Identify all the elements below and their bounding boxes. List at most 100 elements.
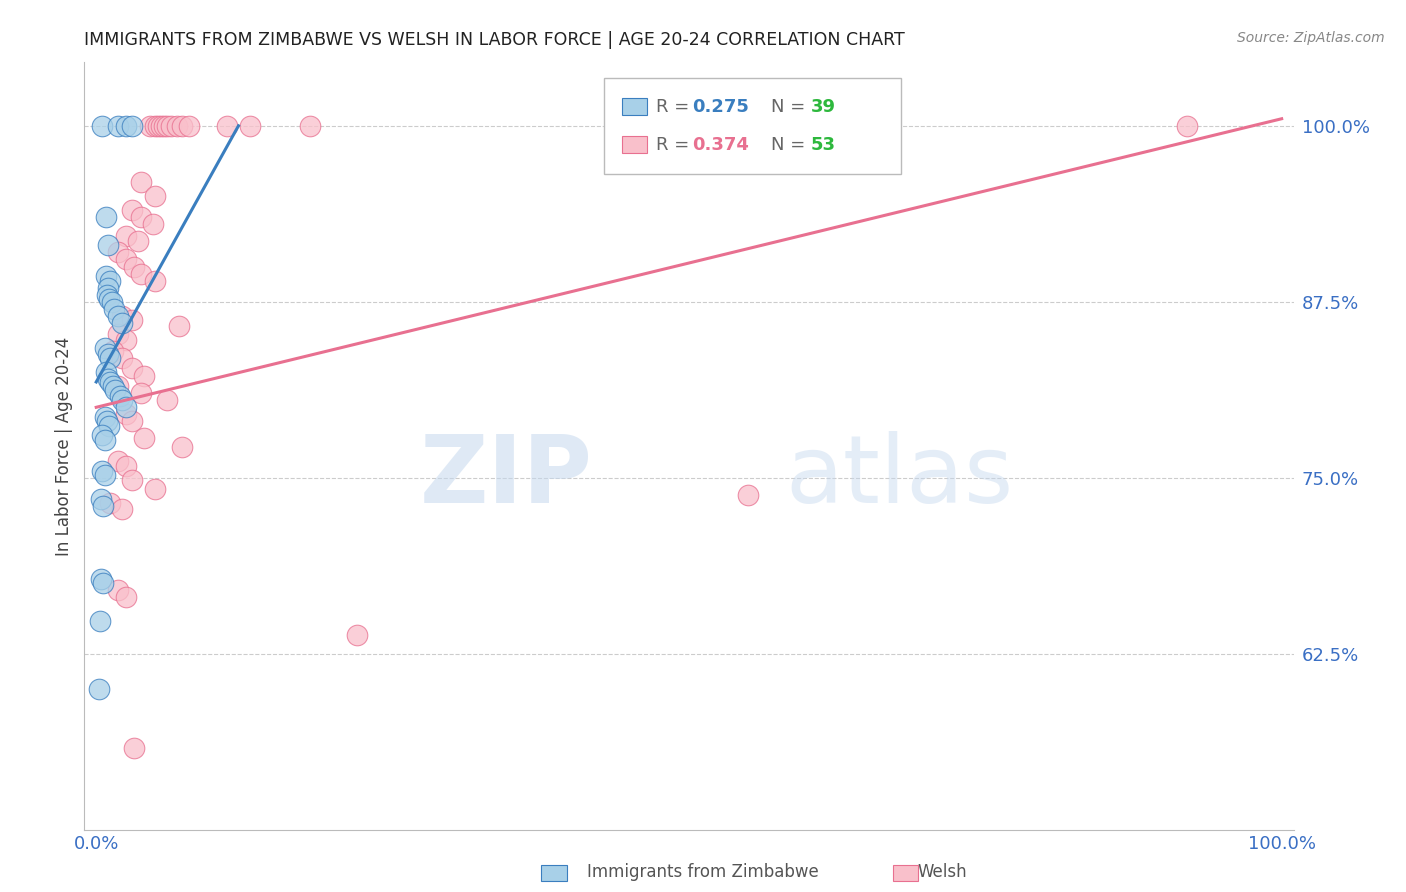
Point — [89, 614, 111, 628]
Point — [121, 119, 143, 133]
Point — [129, 211, 152, 225]
Point — [132, 369, 155, 384]
Point — [115, 401, 138, 415]
Text: Immigrants from Zimbabwe: Immigrants from Zimbabwe — [588, 863, 818, 881]
Point — [138, 119, 160, 133]
Point — [107, 379, 129, 393]
Point — [107, 583, 129, 598]
Point — [97, 347, 120, 361]
Point — [96, 287, 118, 301]
Point — [103, 301, 125, 316]
Point — [111, 393, 134, 408]
Text: 39: 39 — [811, 98, 837, 116]
Point — [111, 316, 134, 330]
Point — [152, 119, 174, 133]
Point — [100, 274, 122, 288]
Point — [121, 313, 143, 327]
Point — [104, 384, 127, 398]
Point — [100, 294, 122, 309]
Point — [170, 119, 193, 133]
Point — [91, 428, 114, 442]
Point — [107, 454, 129, 468]
Point — [298, 119, 321, 133]
Point — [98, 418, 121, 433]
Point — [177, 119, 200, 133]
Point — [107, 245, 129, 260]
Point — [94, 269, 117, 284]
FancyBboxPatch shape — [623, 136, 647, 153]
Point — [93, 410, 115, 425]
Point — [156, 119, 179, 133]
Point — [115, 459, 138, 474]
Point — [1175, 119, 1198, 133]
Point — [115, 252, 138, 267]
Point — [91, 499, 114, 513]
Text: N =: N = — [770, 136, 811, 153]
Text: atlas: atlas — [786, 431, 1014, 523]
Point — [146, 119, 169, 133]
Point — [108, 389, 131, 403]
Point — [737, 487, 759, 501]
Point — [98, 292, 121, 306]
Text: Welsh: Welsh — [917, 863, 967, 881]
Text: N =: N = — [770, 98, 811, 116]
Point — [97, 280, 120, 294]
Point — [115, 591, 138, 605]
Point — [115, 333, 138, 347]
Point — [121, 360, 143, 375]
Point — [96, 414, 118, 428]
Point — [129, 386, 152, 401]
FancyBboxPatch shape — [623, 98, 647, 115]
Point — [111, 309, 134, 323]
Point — [90, 572, 112, 586]
Point — [121, 203, 143, 218]
Point — [94, 211, 117, 225]
Point — [121, 414, 143, 428]
Point — [111, 351, 134, 365]
Point — [129, 267, 152, 281]
Point — [97, 372, 120, 386]
Point — [91, 119, 114, 133]
Point — [93, 467, 115, 482]
Point — [145, 189, 167, 203]
Point — [239, 119, 262, 133]
Text: Source: ZipAtlas.com: Source: ZipAtlas.com — [1237, 31, 1385, 45]
Point — [150, 119, 173, 133]
Point — [170, 440, 193, 454]
Point — [101, 379, 124, 393]
Point — [97, 238, 120, 252]
Point — [100, 351, 122, 365]
Point — [145, 119, 167, 133]
Point — [115, 119, 138, 133]
Point — [107, 309, 129, 323]
Point — [115, 228, 138, 243]
Text: ZIP: ZIP — [419, 431, 592, 523]
Point — [111, 501, 134, 516]
Point — [94, 365, 117, 379]
Point — [156, 393, 179, 408]
Point — [145, 482, 167, 496]
Point — [160, 119, 183, 133]
Point — [129, 175, 152, 189]
Point — [142, 217, 165, 231]
Text: R =: R = — [657, 98, 696, 116]
Text: IMMIGRANTS FROM ZIMBABWE VS WELSH IN LABOR FORCE | AGE 20-24 CORRELATION CHART: IMMIGRANTS FROM ZIMBABWE VS WELSH IN LAB… — [84, 31, 905, 49]
Point — [100, 375, 122, 389]
Point — [93, 341, 115, 355]
Point — [215, 119, 238, 133]
Point — [87, 681, 110, 696]
Point — [93, 433, 115, 447]
Point — [132, 431, 155, 445]
Point — [91, 576, 114, 591]
Point — [122, 260, 145, 274]
Point — [107, 327, 129, 342]
Point — [145, 274, 167, 288]
Text: 0.374: 0.374 — [693, 136, 749, 153]
Point — [100, 496, 122, 510]
Y-axis label: In Labor Force | Age 20-24: In Labor Force | Age 20-24 — [55, 336, 73, 556]
Point — [101, 343, 124, 358]
Point — [346, 628, 368, 642]
Text: 0.275: 0.275 — [693, 98, 749, 116]
Point — [166, 119, 188, 133]
Point — [115, 407, 138, 421]
